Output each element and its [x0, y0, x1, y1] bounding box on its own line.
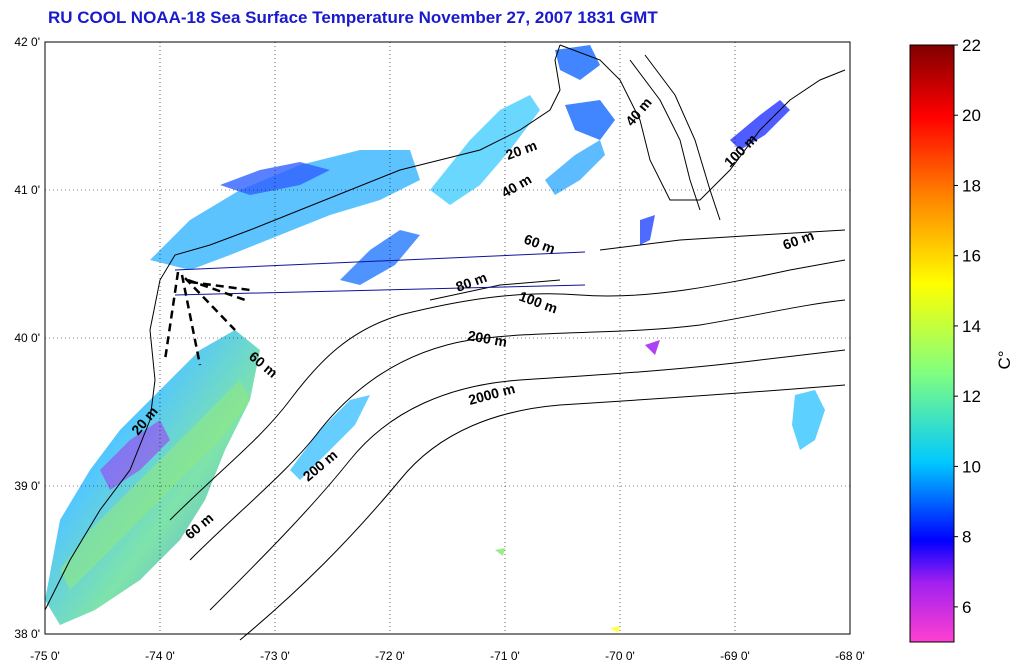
lon-tick-label: -70 0' [605, 649, 635, 663]
map-title: RU COOL NOAA-18 Sea Surface Temperature … [48, 8, 658, 27]
colorbar-tick-labels: 6 8 10 12 14 16 18 20 22 [954, 36, 981, 617]
lat-tick-label: 40 0' [14, 331, 40, 345]
lat-tick-label: 39 0' [14, 479, 40, 493]
lat-tick-labels: 38 0' 39 0' 40 0' 41 0' 42 0' [14, 35, 40, 641]
contour-label: 60 m [781, 227, 816, 253]
colorbar-tick-label: 6 [962, 598, 971, 617]
lon-tick-label: -72 0' [375, 649, 405, 663]
contour-label: 200 m [466, 327, 508, 350]
colorbar-tick-label: 14 [962, 317, 981, 336]
lon-tick-label: -75 0' [30, 649, 60, 663]
lat-tick-label: 41 0' [14, 183, 40, 197]
contour-label: 2000 m [467, 380, 517, 408]
lon-tick-label: -68 0' [835, 649, 865, 663]
lon-tick-label: -69 0' [720, 649, 750, 663]
lon-tick-label: -74 0' [145, 649, 175, 663]
colorbar-tick-label: 22 [962, 36, 981, 55]
colorbar-tick-label: 18 [962, 176, 981, 195]
coastline-contours [44, 44, 846, 641]
contour-label: 40 m [622, 94, 655, 129]
colorbar-tick-label: 20 [962, 106, 981, 125]
lon-tick-labels: -75 0' -74 0' -73 0' -72 0' -71 0' -70 0' -69 … [30, 649, 865, 663]
contour-label: 40 m [499, 171, 535, 201]
sst-data-layer [45, 45, 825, 633]
map-frame [44, 41, 851, 635]
contour-label: 100 m [517, 288, 560, 317]
colorbar [909, 44, 955, 643]
colorbar-tick-label: 16 [962, 247, 981, 266]
colorbar-tick-label: 12 [962, 387, 981, 406]
transect-lines [174, 251, 586, 296]
contour-label: 60 m [522, 231, 557, 257]
colorbar-label: C° [995, 350, 1014, 369]
lon-tick-label: -73 0' [260, 649, 290, 663]
colorbar-tick-label: 10 [962, 457, 981, 476]
lat-tick-label: 38 0' [14, 627, 40, 641]
dashed-transects [163, 271, 251, 366]
colorbar-tick-label: 8 [962, 528, 971, 547]
lon-tick-label: -71 0' [490, 649, 520, 663]
lat-tick-label: 42 0' [14, 35, 40, 49]
